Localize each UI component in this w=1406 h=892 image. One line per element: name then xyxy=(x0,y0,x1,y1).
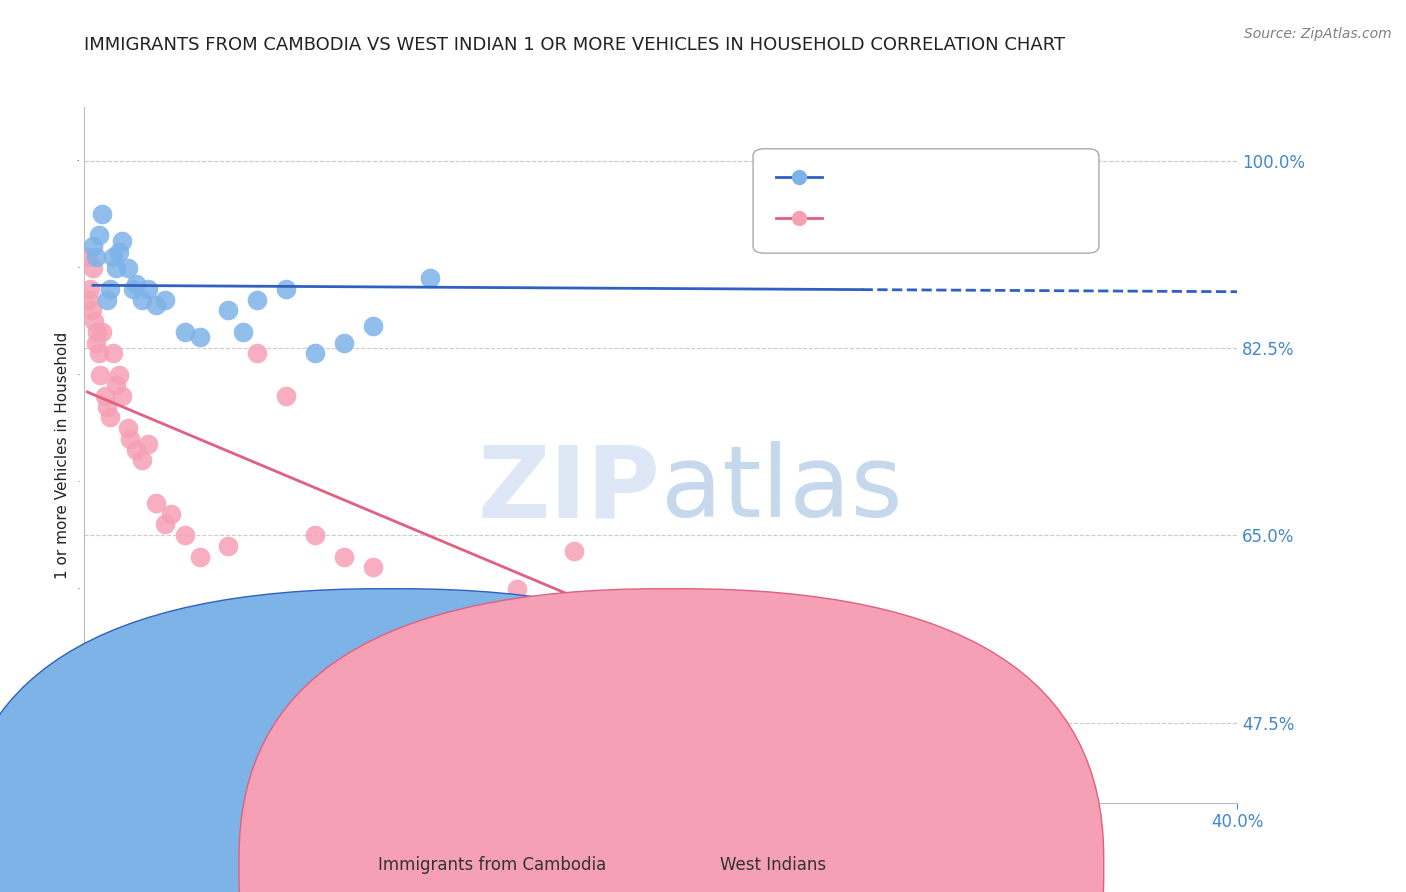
West Indians xyxy=(82,260,104,275)
Immigrants from Cambodia xyxy=(136,282,159,296)
Immigrants from Cambodia xyxy=(852,207,875,221)
West Indians xyxy=(84,335,107,350)
West Indians xyxy=(111,389,134,403)
Immigrants from Cambodia xyxy=(145,298,167,312)
West Indians xyxy=(188,549,211,564)
West Indians xyxy=(304,528,326,542)
Immigrants from Cambodia xyxy=(125,277,148,291)
West Indians xyxy=(136,437,159,451)
Immigrants from Cambodia xyxy=(419,271,441,285)
West Indians xyxy=(564,544,586,558)
Immigrants from Cambodia xyxy=(246,293,269,307)
Immigrants from Cambodia xyxy=(96,293,118,307)
West Indians xyxy=(108,368,131,382)
West Indians xyxy=(93,389,115,403)
Y-axis label: 1 or more Vehicles in Household: 1 or more Vehicles in Household xyxy=(55,331,70,579)
West Indians xyxy=(83,314,105,328)
West Indians xyxy=(117,421,139,435)
Text: IMMIGRANTS FROM CAMBODIA VS WEST INDIAN 1 OR MORE VEHICLES IN HOUSEHOLD CORRELAT: IMMIGRANTS FROM CAMBODIA VS WEST INDIAN … xyxy=(84,36,1066,54)
Immigrants from Cambodia xyxy=(153,293,176,307)
Text: atlas: atlas xyxy=(661,442,903,538)
West Indians xyxy=(276,389,298,403)
West Indians xyxy=(131,453,153,467)
Immigrants from Cambodia xyxy=(333,335,356,350)
West Indians xyxy=(391,721,413,735)
West Indians xyxy=(96,400,118,414)
West Indians xyxy=(86,325,108,339)
West Indians xyxy=(419,753,441,767)
Text: Source: ZipAtlas.com: Source: ZipAtlas.com xyxy=(1244,27,1392,41)
Immigrants from Cambodia xyxy=(361,319,384,334)
Immigrants from Cambodia xyxy=(105,260,128,275)
Immigrants from Cambodia xyxy=(304,346,326,360)
West Indians xyxy=(89,368,111,382)
West Indians xyxy=(153,517,176,532)
Immigrants from Cambodia xyxy=(131,293,153,307)
West Indians xyxy=(506,582,529,596)
West Indians xyxy=(79,282,101,296)
West Indians xyxy=(794,207,817,221)
West Indians xyxy=(174,528,197,542)
West Indians xyxy=(76,250,98,264)
Immigrants from Cambodia xyxy=(82,239,104,253)
West Indians xyxy=(125,442,148,457)
West Indians xyxy=(87,346,110,360)
Immigrants from Cambodia xyxy=(87,228,110,243)
West Indians xyxy=(77,293,100,307)
Immigrants from Cambodia xyxy=(98,282,121,296)
Immigrants from Cambodia xyxy=(117,260,139,275)
Text: ZIP: ZIP xyxy=(478,442,661,538)
West Indians xyxy=(120,432,142,446)
West Indians xyxy=(105,378,128,392)
Immigrants from Cambodia xyxy=(111,234,134,248)
West Indians xyxy=(449,635,471,649)
Immigrants from Cambodia xyxy=(108,244,131,259)
Text: R = 0.301    N = 44: R = 0.301 N = 44 xyxy=(834,210,1025,227)
Immigrants from Cambodia xyxy=(276,282,298,296)
Immigrants from Cambodia xyxy=(218,303,240,318)
West Indians xyxy=(160,507,183,521)
West Indians xyxy=(103,346,125,360)
Immigrants from Cambodia xyxy=(232,325,254,339)
West Indians xyxy=(477,614,499,628)
West Indians xyxy=(361,560,384,574)
West Indians xyxy=(145,496,167,510)
Immigrants from Cambodia xyxy=(90,207,112,221)
Immigrants from Cambodia xyxy=(84,250,107,264)
Immigrants from Cambodia xyxy=(174,325,197,339)
Immigrants from Cambodia xyxy=(122,282,145,296)
West Indians xyxy=(333,549,356,564)
West Indians xyxy=(80,303,103,318)
Text: Immigrants from Cambodia: Immigrants from Cambodia xyxy=(378,856,606,874)
West Indians xyxy=(650,758,672,772)
Immigrants from Cambodia xyxy=(103,250,125,264)
West Indians xyxy=(534,619,557,633)
Text: West Indians: West Indians xyxy=(720,856,827,874)
West Indians xyxy=(98,410,121,425)
Immigrants from Cambodia xyxy=(188,330,211,344)
FancyBboxPatch shape xyxy=(754,149,1099,253)
West Indians xyxy=(90,325,112,339)
West Indians xyxy=(246,346,269,360)
West Indians xyxy=(218,539,240,553)
Text: R = 0.340    N = 28: R = 0.340 N = 28 xyxy=(834,168,1025,186)
West Indians xyxy=(592,603,614,617)
